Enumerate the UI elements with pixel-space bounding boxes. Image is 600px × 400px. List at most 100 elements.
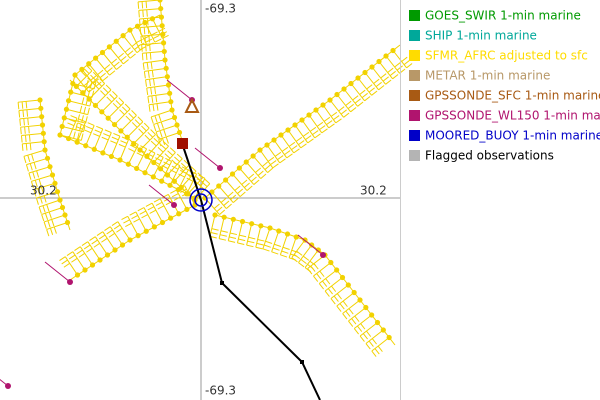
obs-dot (54, 189, 61, 195)
barb-flag (83, 244, 91, 250)
barb-flag (204, 178, 211, 185)
legend-swatch (409, 10, 420, 21)
barb-flag (83, 81, 90, 87)
barb-flag (312, 130, 319, 136)
barb-flag (28, 126, 30, 134)
barb-flag (265, 240, 273, 244)
legend-swatch (409, 130, 420, 141)
barb-flag (131, 214, 138, 220)
barb-flag (85, 125, 93, 130)
barb-flag (138, 128, 144, 135)
obs-dot (230, 216, 236, 222)
barb-flag (75, 126, 83, 130)
wind-barb (144, 22, 156, 43)
map-area (0, 0, 413, 400)
barb-flag (403, 59, 410, 66)
obs-dot (249, 221, 255, 227)
barb-flag (134, 119, 141, 125)
barb-flag (267, 156, 275, 162)
barb-flag (160, 121, 164, 129)
barb-flag (25, 164, 29, 172)
wind-barb (146, 139, 163, 157)
legend-label: METAR 1-min marine (425, 69, 550, 83)
barb-flag (31, 153, 35, 161)
barb-flag (270, 160, 277, 166)
barb-flag (406, 63, 413, 69)
barb-flag (176, 153, 183, 160)
wind-barb (232, 173, 248, 191)
barb-flag (111, 136, 119, 141)
barb-flag (84, 129, 92, 134)
barb-flag (327, 288, 333, 295)
wind-barb (122, 35, 138, 53)
barb-flag (216, 206, 223, 212)
barb-flag (129, 211, 137, 216)
legend-swatch (409, 150, 420, 161)
barb-flag (94, 129, 102, 134)
barb-flag (83, 68, 90, 74)
barb-flag (180, 188, 187, 193)
barb-flag (29, 163, 33, 171)
barb-flag (83, 124, 86, 132)
legend-label: MOORED_BUOY 1-min marine (425, 129, 600, 143)
barb-flag (143, 71, 146, 79)
barb-flag (286, 153, 293, 159)
sonde-barb (297, 234, 324, 256)
barb-flag (97, 69, 104, 75)
barb-flag (108, 232, 116, 238)
barb-flag (87, 107, 90, 115)
barb-flag (149, 79, 151, 87)
barb-flag (158, 114, 162, 122)
axis-label-left: 30.2 (30, 184, 57, 198)
wind-barb (21, 132, 44, 137)
barb-flag (155, 95, 158, 103)
barb-flag (66, 251, 74, 256)
barb-flag (156, 134, 163, 141)
barb-flag (321, 128, 328, 134)
barb-flag (326, 120, 333, 126)
barb-flag (151, 95, 154, 103)
barb-flag (109, 70, 116, 76)
barb-flag (81, 115, 84, 123)
wind-barb (271, 230, 280, 252)
wind-barb (161, 161, 173, 182)
barb-flag (125, 115, 132, 122)
wind-barb (336, 292, 355, 307)
barb-flag (86, 84, 93, 90)
barb-flag (305, 135, 312, 141)
barb-flag (255, 246, 263, 250)
barb-flag (314, 133, 321, 139)
barb-flag (228, 240, 236, 243)
wind-barb (147, 92, 170, 97)
wind-barb (330, 284, 349, 299)
barb-flag (102, 75, 109, 82)
wind-barb (218, 185, 234, 203)
barb-flag (138, 148, 146, 153)
wind-barb (174, 164, 190, 182)
obs-dot (221, 214, 227, 220)
barb-flag (67, 122, 75, 127)
barb-flag (111, 58, 118, 64)
obs-dot (38, 105, 44, 111)
barb-flag (257, 238, 265, 242)
barb-flag (146, 87, 149, 96)
legend-label: GPSSONDE_WL150 1-min mar (425, 109, 600, 123)
barb-flag (338, 106, 345, 112)
barb-flag (354, 98, 361, 104)
barb-flag (274, 243, 281, 247)
barb-flag (85, 116, 88, 124)
barb-flag (131, 122, 138, 128)
barb-flag (339, 303, 345, 310)
barb-flag (280, 254, 288, 258)
wind-barb (150, 109, 173, 118)
wind-barb (85, 125, 95, 146)
barb-flag (141, 214, 148, 219)
barb-flag (180, 162, 187, 169)
barb-flag (120, 140, 128, 144)
barb-flag (123, 219, 130, 224)
wind-barb (371, 337, 390, 352)
wind-barb (148, 101, 171, 106)
barb-flag (272, 163, 279, 169)
barb-flag (99, 72, 106, 79)
sonde-barb (0, 378, 9, 387)
